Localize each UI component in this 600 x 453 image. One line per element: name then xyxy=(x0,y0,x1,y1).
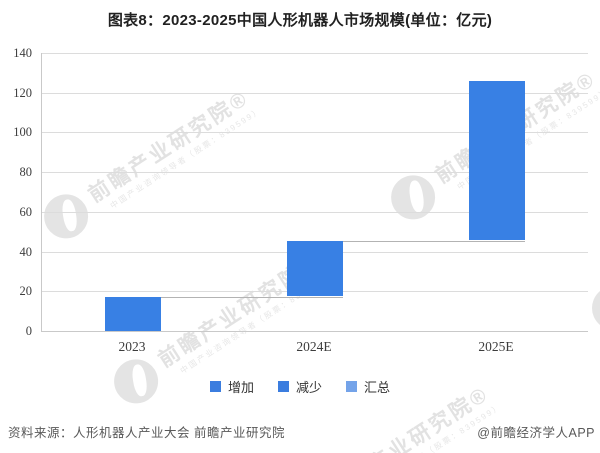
legend-label: 增加 xyxy=(227,380,254,395)
gridline xyxy=(42,172,588,173)
bar-2025E xyxy=(469,81,525,240)
bar-2023 xyxy=(105,297,161,331)
source-note: 资料来源：人形机器人产业大会 前瞻产业研究院 xyxy=(8,426,285,440)
x-axis-tick-label: 2023 xyxy=(118,339,146,354)
credit-note: @前瞻经济学人APP xyxy=(477,426,595,440)
legend-swatch-icon xyxy=(277,381,289,392)
y-axis-tick-label: 120 xyxy=(13,86,32,100)
y-axis-tick-label: 40 xyxy=(19,245,33,259)
waterfall-connector xyxy=(343,241,525,242)
y-axis-tick-label: 80 xyxy=(19,165,33,179)
chart-title: 图表8：2023-2025中国人形机器人市场规模(单位：亿元) xyxy=(107,12,493,29)
legend-item: 减少 xyxy=(277,377,322,396)
legend: 增加 减少 汇总 xyxy=(0,377,600,396)
y-axis-tick-label: 140 xyxy=(13,46,32,60)
gridline xyxy=(42,53,588,54)
x-axis-tick-label: 2024E xyxy=(296,339,332,354)
legend-label: 减少 xyxy=(295,380,322,395)
legend-item: 增加 xyxy=(209,377,254,396)
y-axis-tick-label: 0 xyxy=(25,324,32,338)
bar-2024E xyxy=(287,241,343,296)
plot-area xyxy=(41,53,588,332)
x-axis-tick-label: 2025E xyxy=(478,339,514,354)
legend-item: 汇总 xyxy=(346,377,390,396)
qianzhan-logo-icon xyxy=(592,286,600,330)
gridline xyxy=(42,93,588,94)
legend-swatch-icon xyxy=(346,381,357,392)
gridline xyxy=(42,132,588,133)
y-axis-tick-label: 20 xyxy=(19,284,33,298)
y-axis-tick-label: 60 xyxy=(19,205,33,219)
legend-swatch-icon xyxy=(209,381,221,392)
legend-label: 汇总 xyxy=(364,380,391,395)
waterfall-connector xyxy=(161,297,343,298)
gridline xyxy=(42,212,588,213)
footer: 资料来源：人形机器人产业大会 前瞻产业研究院 @前瞻经济学人APP xyxy=(0,422,600,441)
y-axis-tick-label: 100 xyxy=(13,125,32,139)
